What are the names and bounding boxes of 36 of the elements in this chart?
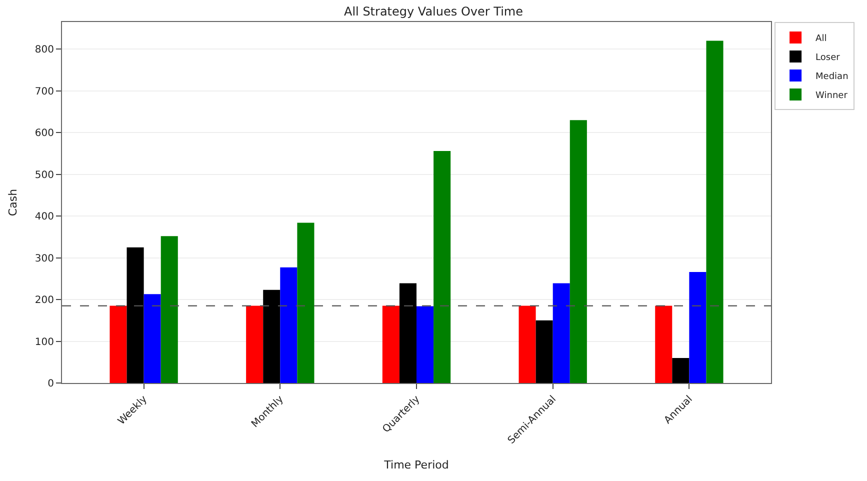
legend-label: Loser xyxy=(816,53,840,64)
legend-label: All xyxy=(816,34,827,44)
legend-label: Median xyxy=(816,72,848,82)
bar xyxy=(655,306,672,383)
bar xyxy=(570,120,587,383)
bar xyxy=(434,150,451,383)
bar xyxy=(518,306,536,383)
bar xyxy=(416,306,434,383)
x-axis-title: Time Period xyxy=(383,458,449,472)
bar xyxy=(536,320,553,383)
bar xyxy=(160,236,178,383)
bar xyxy=(263,290,280,383)
bar xyxy=(144,294,161,383)
bar xyxy=(110,306,127,383)
y-tick-label: 200 xyxy=(34,295,54,306)
bar xyxy=(280,267,298,383)
y-axis-title: Cash xyxy=(6,188,20,216)
chart-title: All Strategy Values Over Time xyxy=(344,4,523,19)
y-tick-label: 0 xyxy=(48,378,54,390)
y-tick-label: 700 xyxy=(34,86,54,98)
bar xyxy=(672,358,690,383)
bar xyxy=(706,40,724,383)
bar xyxy=(297,222,314,383)
bar xyxy=(126,247,144,383)
bar xyxy=(552,283,570,383)
y-tick-label: 100 xyxy=(34,336,54,348)
bar xyxy=(399,283,416,383)
legend-label: Winner xyxy=(816,91,848,102)
y-tick-label: 800 xyxy=(34,44,54,56)
y-tick-label: 500 xyxy=(34,170,54,181)
bar xyxy=(689,272,706,383)
bar xyxy=(246,306,264,383)
y-tick-label: 600 xyxy=(34,128,54,140)
bar xyxy=(382,306,400,383)
y-tick-label: 400 xyxy=(34,212,54,223)
y-tick-label: 300 xyxy=(34,253,54,264)
